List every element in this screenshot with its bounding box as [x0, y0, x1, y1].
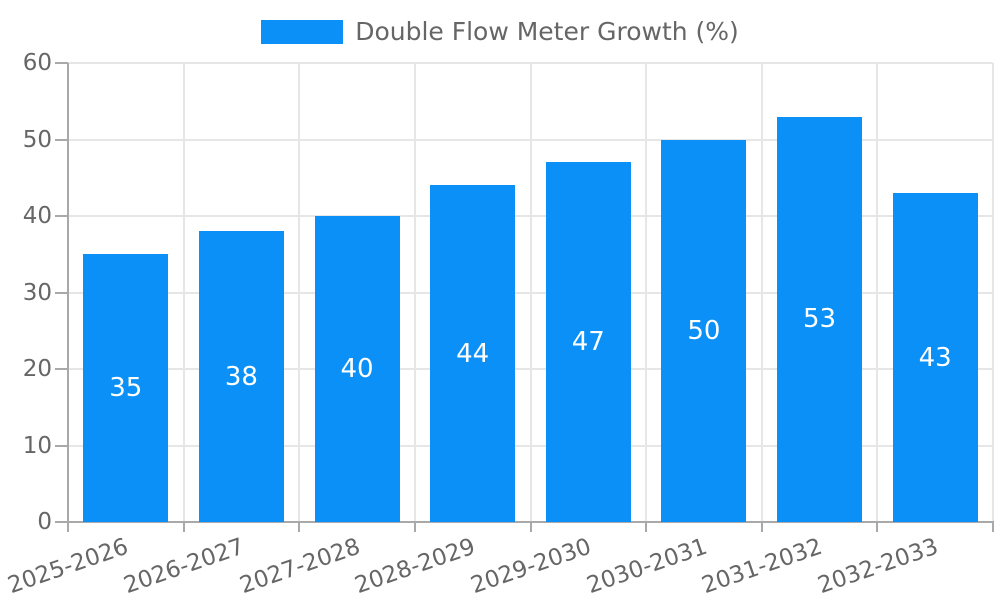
x-axis-line	[67, 521, 994, 523]
bar	[661, 139, 747, 522]
x-tick-label: 2026-2027	[120, 533, 248, 600]
x-tick	[760, 522, 763, 532]
x-tick	[413, 522, 416, 532]
bar	[777, 116, 863, 522]
x-tick	[992, 522, 994, 532]
y-axis-line	[67, 63, 69, 522]
y-tick	[55, 444, 68, 447]
bar-value-label: 50	[687, 315, 721, 346]
gridline-x	[529, 63, 532, 522]
plot-area: 0 10 20 30 40 50 60 35 38 40 44 47 50 53 43 2025-2026 20…	[5, 50, 994, 599]
x-tick	[645, 522, 648, 532]
bar-value-label: 38	[224, 361, 258, 392]
y-tick	[55, 215, 68, 217]
x-tick-label: 2027-2028	[236, 533, 364, 600]
x-tick-label: 2031-2032	[698, 533, 826, 600]
y-tick-label: 20	[22, 356, 52, 382]
legend: Double Flow Meter Growth (%)	[0, 17, 1000, 47]
x-tick	[876, 522, 879, 532]
bar	[545, 162, 631, 522]
x-tick-label: 2030-2031	[583, 533, 711, 600]
gridline-x	[413, 63, 416, 522]
y-tick	[55, 62, 68, 64]
y-tick-label: 30	[22, 279, 52, 306]
bar	[198, 231, 284, 522]
y-tick	[55, 521, 68, 523]
legend-label: Double Flow Meter Growth (%)	[355, 17, 739, 46]
bar	[314, 216, 400, 522]
y-tick	[55, 138, 68, 141]
x-tick	[529, 522, 532, 532]
x-tick-label: 2032-2033	[814, 533, 942, 600]
gridline-x	[182, 63, 185, 522]
y-tick-label: 50	[22, 126, 52, 153]
bar-value-label: 44	[456, 338, 490, 369]
legend-swatch	[261, 20, 344, 44]
y-tick-label: 40	[22, 203, 52, 229]
x-tick-label: 2025-2026	[5, 533, 133, 600]
y-tick	[55, 291, 68, 294]
gridline-x	[645, 63, 648, 522]
y-tick	[55, 368, 68, 370]
gridline-x	[992, 63, 994, 522]
bar-value-label: 47	[571, 327, 605, 358]
x-tick	[67, 522, 69, 532]
bar-value-label: 53	[803, 304, 837, 335]
x-tick-label: 2029-2030	[467, 533, 595, 600]
y-tick-label: 0	[37, 509, 52, 535]
gridline-x	[876, 63, 879, 522]
x-tick	[298, 522, 301, 532]
bar-value-label: 35	[109, 373, 143, 404]
bar-value-label: 43	[918, 342, 952, 373]
gridline-x	[298, 63, 301, 522]
bar	[430, 185, 516, 522]
bar	[83, 254, 169, 522]
bar-value-label: 40	[340, 354, 374, 384]
x-tick-label: 2028-2029	[351, 533, 479, 600]
y-tick-label: 10	[22, 432, 52, 459]
gridline-x	[760, 63, 763, 522]
bar	[892, 193, 978, 522]
x-tick	[182, 522, 185, 532]
y-tick-label: 60	[22, 50, 52, 76]
